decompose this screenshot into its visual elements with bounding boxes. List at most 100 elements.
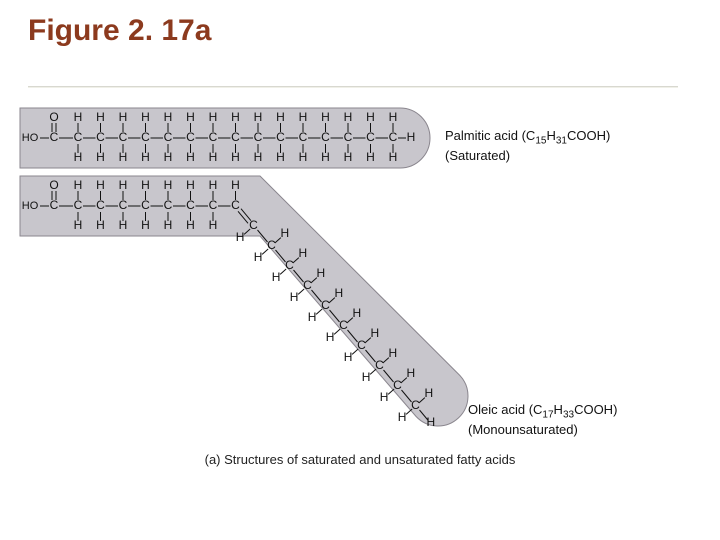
svg-text:C: C xyxy=(267,238,276,252)
svg-text:C: C xyxy=(164,198,173,212)
svg-text:H: H xyxy=(141,150,150,164)
svg-text:H: H xyxy=(236,230,245,244)
svg-text:H: H xyxy=(96,150,105,164)
svg-text:H: H xyxy=(425,386,434,400)
svg-text:H: H xyxy=(407,130,416,144)
svg-text:C: C xyxy=(393,378,402,392)
molecule-diagram: HOCOCHHCHHCHHCHHCHHCHHCHHCHHCHHCHHCHHCHH… xyxy=(0,104,720,444)
svg-text:H: H xyxy=(344,110,353,124)
svg-text:H: H xyxy=(321,110,330,124)
svg-text:H: H xyxy=(344,350,353,364)
svg-text:O: O xyxy=(49,178,58,192)
svg-text:H: H xyxy=(74,150,83,164)
svg-text:C: C xyxy=(411,398,420,412)
svg-text:C: C xyxy=(209,130,218,144)
svg-text:H: H xyxy=(344,150,353,164)
svg-text:C: C xyxy=(357,338,366,352)
svg-text:H: H xyxy=(407,366,416,380)
svg-text:C: C xyxy=(119,198,128,212)
svg-text:H: H xyxy=(326,330,335,344)
svg-text:H: H xyxy=(254,110,263,124)
svg-text:C: C xyxy=(366,130,375,144)
svg-text:H: H xyxy=(335,286,344,300)
svg-text:C: C xyxy=(321,130,330,144)
svg-text:H: H xyxy=(380,390,389,404)
svg-text:C: C xyxy=(141,198,150,212)
svg-text:H: H xyxy=(209,218,218,232)
oleic-name: Oleic acid xyxy=(468,402,525,417)
svg-text:H: H xyxy=(209,150,218,164)
svg-text:H: H xyxy=(164,150,173,164)
svg-text:H: H xyxy=(96,218,105,232)
svg-text:C: C xyxy=(119,130,128,144)
svg-text:H: H xyxy=(141,218,150,232)
oleic-formula: (C17H33COOH) xyxy=(529,402,618,417)
svg-text:C: C xyxy=(50,130,59,144)
svg-text:H: H xyxy=(74,178,83,192)
figure-title: Figure 2. 17a xyxy=(28,14,211,48)
svg-text:H: H xyxy=(272,270,281,284)
svg-text:C: C xyxy=(276,130,285,144)
svg-text:H: H xyxy=(317,266,326,280)
svg-text:H: H xyxy=(186,178,195,192)
svg-text:C: C xyxy=(344,130,353,144)
svg-text:C: C xyxy=(321,298,330,312)
svg-text:H: H xyxy=(299,110,308,124)
svg-text:H: H xyxy=(164,178,173,192)
svg-text:C: C xyxy=(74,198,83,212)
svg-text:H: H xyxy=(299,150,308,164)
svg-text:H: H xyxy=(164,218,173,232)
svg-text:C: C xyxy=(209,198,218,212)
svg-text:H: H xyxy=(141,178,150,192)
palmitic-name: Palmitic acid xyxy=(445,128,518,143)
svg-text:C: C xyxy=(141,130,150,144)
svg-text:C: C xyxy=(375,358,384,372)
figure-caption: (a) Structures of saturated and unsatura… xyxy=(0,452,720,467)
svg-text:H: H xyxy=(119,150,128,164)
svg-text:H: H xyxy=(389,150,398,164)
svg-text:H: H xyxy=(398,410,407,424)
svg-text:H: H xyxy=(254,150,263,164)
svg-text:C: C xyxy=(254,130,263,144)
svg-text:H: H xyxy=(164,110,173,124)
svg-text:H: H xyxy=(299,246,308,260)
svg-text:H: H xyxy=(389,110,398,124)
svg-text:H: H xyxy=(119,218,128,232)
svg-text:C: C xyxy=(96,130,105,144)
svg-text:H: H xyxy=(353,306,362,320)
svg-text:H: H xyxy=(186,150,195,164)
svg-text:H: H xyxy=(231,110,240,124)
svg-text:H: H xyxy=(96,178,105,192)
palmitic-note: (Saturated) xyxy=(445,148,510,163)
svg-text:C: C xyxy=(299,130,308,144)
svg-text:H: H xyxy=(366,110,375,124)
svg-text:C: C xyxy=(231,198,240,212)
svg-text:C: C xyxy=(285,258,294,272)
svg-text:H: H xyxy=(276,110,285,124)
svg-text:H: H xyxy=(366,150,375,164)
svg-text:H: H xyxy=(362,370,371,384)
svg-text:H: H xyxy=(74,218,83,232)
svg-text:H: H xyxy=(389,346,398,360)
svg-text:H: H xyxy=(231,178,240,192)
svg-text:H: H xyxy=(141,110,150,124)
oleic-label: Oleic acid (C17H33COOH) (Monounsaturated… xyxy=(468,402,617,438)
palmitic-formula: (C15H31COOH) xyxy=(522,128,611,143)
svg-text:C: C xyxy=(74,130,83,144)
svg-text:H: H xyxy=(96,110,105,124)
svg-text:C: C xyxy=(339,318,348,332)
svg-text:C: C xyxy=(389,130,398,144)
svg-text:C: C xyxy=(231,130,240,144)
svg-text:H: H xyxy=(119,110,128,124)
svg-text:H: H xyxy=(290,290,299,304)
svg-text:C: C xyxy=(249,218,258,232)
svg-text:H: H xyxy=(186,110,195,124)
svg-text:C: C xyxy=(96,198,105,212)
svg-text:C: C xyxy=(186,198,195,212)
svg-text:H: H xyxy=(209,110,218,124)
title-underline xyxy=(28,86,678,87)
svg-text:H: H xyxy=(186,218,195,232)
oleic-note: (Monounsaturated) xyxy=(468,422,578,437)
palmitic-label: Palmitic acid (C15H31COOH) (Saturated) xyxy=(445,128,610,164)
svg-text:C: C xyxy=(164,130,173,144)
